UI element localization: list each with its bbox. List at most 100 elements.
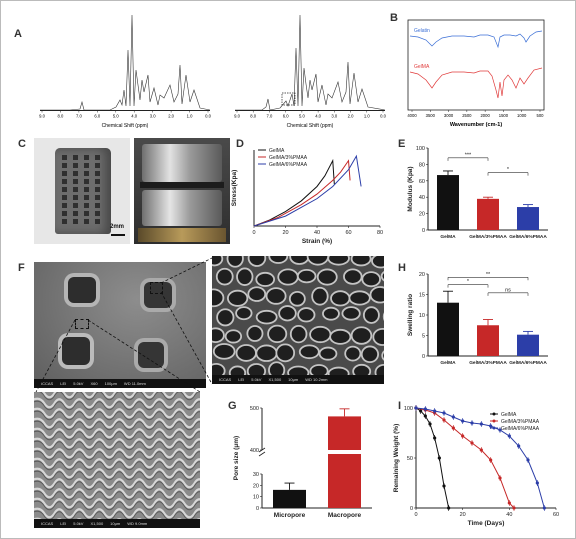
data-point xyxy=(470,441,474,445)
sem-ridge xyxy=(34,437,200,449)
sem-cell xyxy=(247,256,267,267)
sem-cell xyxy=(216,308,235,327)
scaffold-hole xyxy=(95,219,100,224)
data-point xyxy=(461,434,465,438)
sem-ridge xyxy=(34,407,200,419)
data-point xyxy=(507,434,511,438)
scaffold-hole xyxy=(73,219,78,224)
nmr-right-tick-label: 5.0 xyxy=(299,114,305,119)
sem-cell xyxy=(235,344,257,362)
significance-label: * xyxy=(507,167,510,173)
y-axis-label: Remaining Weight (%) xyxy=(393,424,400,493)
data-point xyxy=(470,421,474,425)
y-tick-label: 80 xyxy=(419,162,425,168)
ftir-xlabel: Wavenumber (cm-1) xyxy=(450,122,503,128)
sem-ridge-shadow xyxy=(34,392,200,401)
legend-gelatin: Gelatin xyxy=(414,28,430,34)
bar-1 xyxy=(477,198,499,230)
nmr-left-tick-label: 9.0 xyxy=(39,114,45,119)
panel-label-d: D xyxy=(236,138,244,150)
sem-cell xyxy=(361,271,381,288)
sem-ridge xyxy=(34,427,200,439)
gelmа-spectrum xyxy=(409,67,543,99)
data-point xyxy=(461,419,465,423)
sem-cell xyxy=(318,346,338,361)
sem-ridge xyxy=(34,487,200,499)
data-point xyxy=(442,484,446,488)
sem-cell xyxy=(330,290,351,307)
category-label: Macropore xyxy=(328,512,362,519)
sem-cell xyxy=(297,307,316,323)
data-point xyxy=(498,428,502,432)
y-tick-label: 15 xyxy=(419,293,425,299)
gelatin-spectrum xyxy=(409,30,543,49)
data-point xyxy=(442,411,446,415)
sem-ridge xyxy=(34,467,200,479)
nmr-left-tick-label: 7.0 xyxy=(76,114,82,119)
x-tick-label: 0 xyxy=(252,230,255,236)
ftir-tick-label: 3000 xyxy=(444,113,454,118)
ftir-tick-label: 500 xyxy=(537,113,545,118)
y-tick-label: 60 xyxy=(419,179,425,185)
nmr-left-tick-label: 0.0 xyxy=(205,114,211,119)
sem-cell xyxy=(288,290,306,307)
sem-cell xyxy=(381,350,384,361)
scaffold-hole xyxy=(84,211,89,216)
y-tick-label: 0 xyxy=(422,228,425,234)
data-point xyxy=(479,422,483,426)
data-point xyxy=(512,506,516,510)
legend-marker xyxy=(492,419,496,423)
sem-cell xyxy=(212,288,225,308)
scaffold-hole xyxy=(84,171,89,176)
nmr-spectrum-right: 9.0 8.0 7.0 6.0 5.0 4.0 3.0 2.0 1.0 0.0 Chemical … xyxy=(234,14,387,129)
significance-label: * xyxy=(467,279,470,285)
data-point xyxy=(489,458,493,462)
sem-ridge-shadow xyxy=(34,410,200,421)
sem-ridge-shadow xyxy=(34,510,200,521)
sem-cell xyxy=(277,268,299,286)
sem-cell xyxy=(267,324,288,344)
panel-label-i: I xyxy=(398,400,402,412)
sem-scaffold-overview: ICCAS LEI 5.0kV X60 100μm WD 11.0mm xyxy=(34,262,206,388)
sem-cell xyxy=(212,327,225,343)
x-tick-label: 80 xyxy=(377,230,383,236)
bar-0 xyxy=(437,302,459,356)
sem-cell xyxy=(212,343,236,360)
scaffold-hole xyxy=(84,219,89,224)
scaffold-hole xyxy=(95,195,100,200)
ftir-tick-label: 1000 xyxy=(517,113,527,118)
sem-cell xyxy=(306,256,330,266)
data-point xyxy=(447,506,451,510)
bar-2 xyxy=(517,334,539,356)
data-point xyxy=(507,501,511,505)
panel-label-e: E xyxy=(398,138,406,150)
y-axis-label: Swelling ratio xyxy=(407,294,414,336)
data-point xyxy=(451,426,455,430)
panel-label-g: G xyxy=(228,400,237,412)
y-tick-label: 0 xyxy=(256,506,259,512)
sem-cell xyxy=(348,290,371,306)
y-tick-label: 500 xyxy=(250,406,259,412)
scaffold-hole xyxy=(62,211,67,216)
nmr-left-tick-label: 5.0 xyxy=(113,114,119,119)
y-tick-label: 0 xyxy=(410,506,413,512)
legend-gelma: GelMA xyxy=(414,64,430,70)
scaffold-hole xyxy=(62,171,67,176)
y-tick-label: 100 xyxy=(416,146,425,152)
sem-ridge-shadow xyxy=(34,450,200,461)
sem-pore xyxy=(138,342,164,368)
sem-ridge xyxy=(34,447,200,459)
nmr-right-xlabel: Chemical Shift (ppm) xyxy=(287,123,334,129)
sem-pore xyxy=(68,277,96,303)
sem-ridge-shadow xyxy=(34,460,200,471)
ftir-tick-label: 3500 xyxy=(426,113,436,118)
sem-cell xyxy=(255,271,276,287)
x-axis-label: Time (Days) xyxy=(468,520,505,527)
sem-ridge xyxy=(34,497,200,509)
data-point xyxy=(451,415,455,419)
legend-label: GelMA/3%PMAA xyxy=(269,155,308,161)
scaffold-hole xyxy=(62,155,67,160)
y-tick-label: 20 xyxy=(419,212,425,218)
sem-ridge-shadow xyxy=(34,420,200,431)
